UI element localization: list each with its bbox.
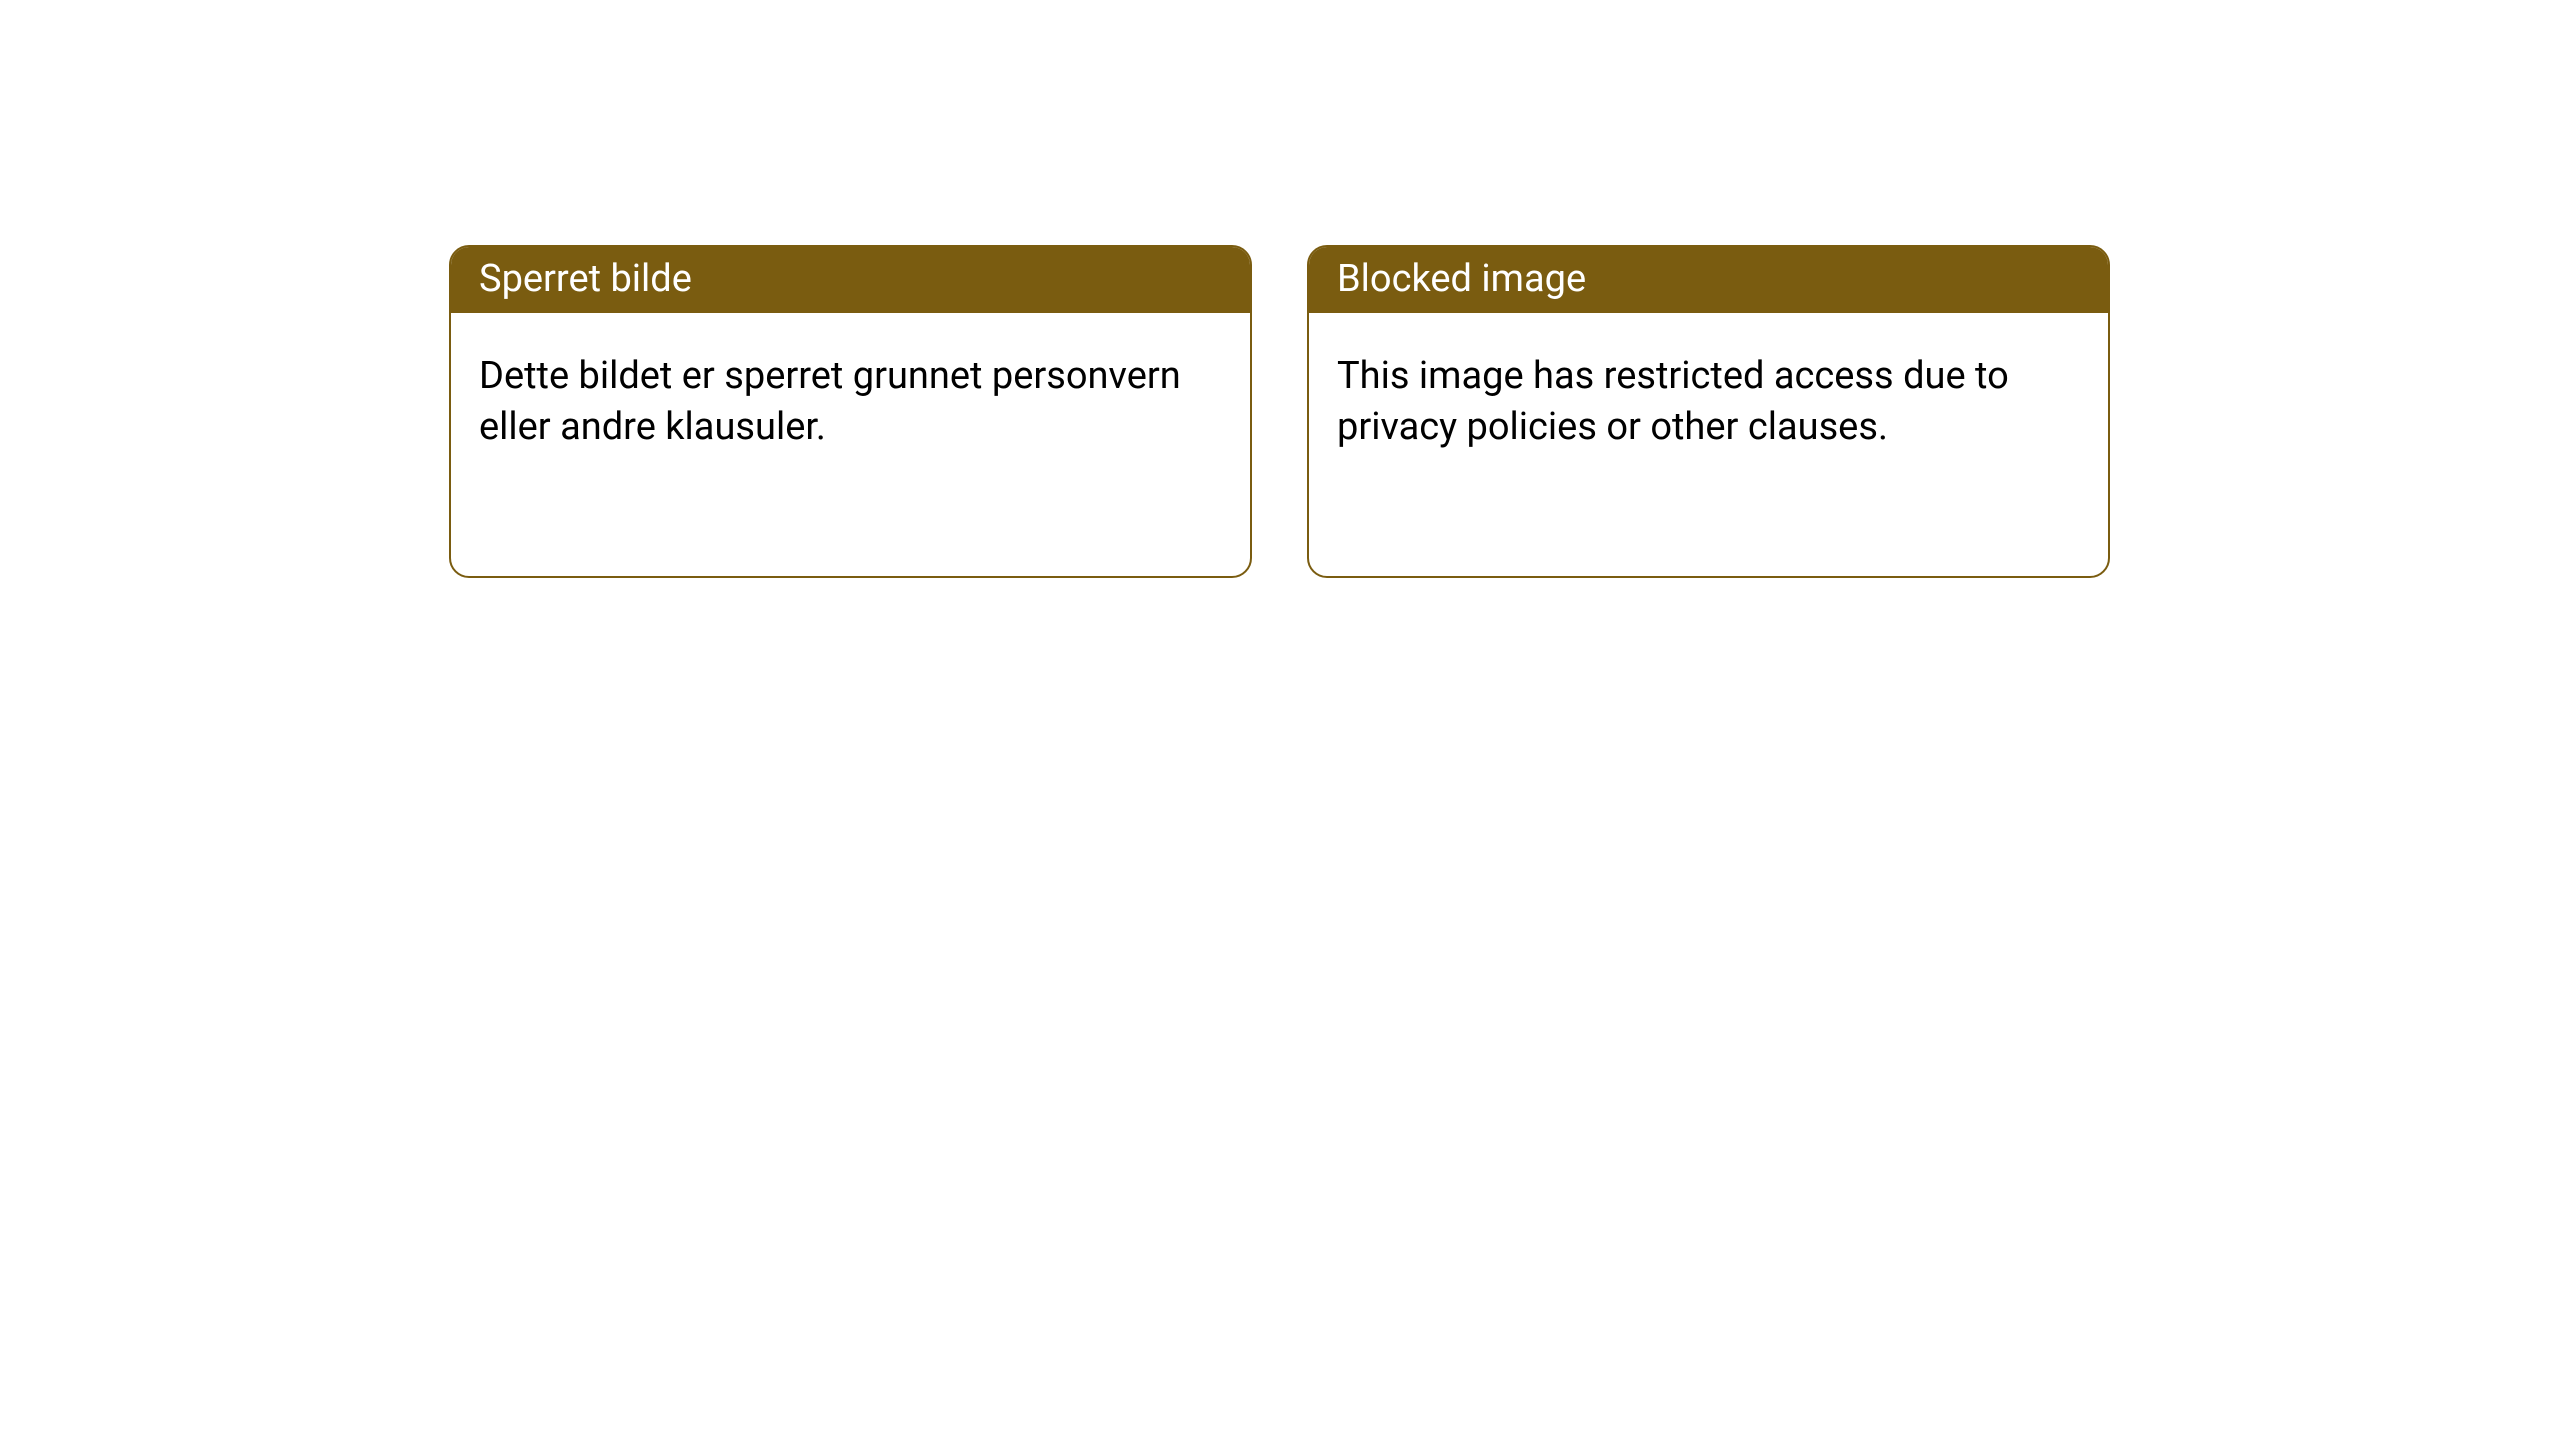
notice-card-body: This image has restricted access due to … — [1309, 313, 2108, 482]
notice-card-header: Sperret bilde — [451, 247, 1250, 313]
notice-card-body: Dette bildet er sperret grunnet personve… — [451, 313, 1250, 482]
notice-card-no: Sperret bilde Dette bildet er sperret gr… — [449, 245, 1252, 578]
notice-cards-container: Sperret bilde Dette bildet er sperret gr… — [0, 0, 2560, 578]
notice-card-en: Blocked image This image has restricted … — [1307, 245, 2110, 578]
notice-card-header: Blocked image — [1309, 247, 2108, 313]
